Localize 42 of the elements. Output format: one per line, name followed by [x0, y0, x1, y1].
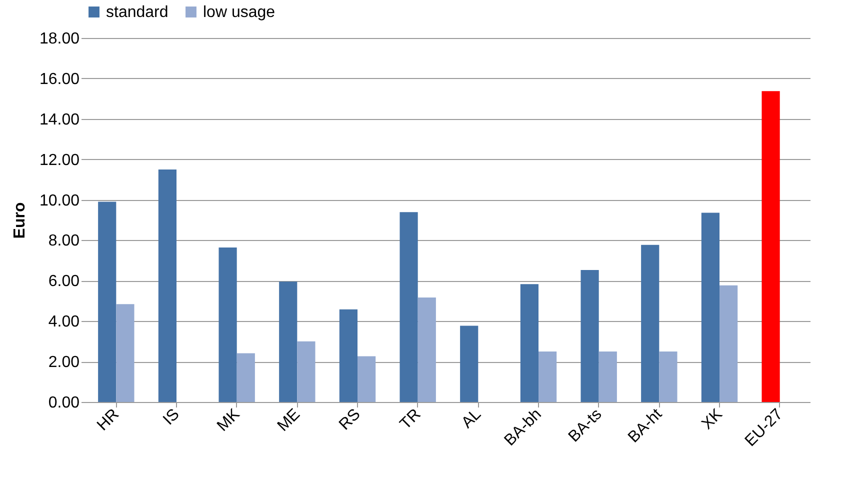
x-tick-label: HR: [94, 406, 123, 434]
bar: [358, 356, 376, 402]
legend-label: low usage: [203, 4, 276, 21]
legend-label: standard: [106, 4, 168, 21]
bar: [236, 353, 255, 402]
bar: [701, 212, 720, 402]
bar: [218, 248, 237, 402]
x-tick-label: IS: [160, 406, 183, 429]
bar: [520, 284, 538, 402]
bar: [400, 212, 418, 402]
bar: [418, 297, 436, 402]
bar: [460, 326, 478, 402]
y-tick-label: 4.00: [48, 314, 80, 331]
y-tick-label: 14.00: [39, 111, 80, 128]
y-tick-label: 16.00: [39, 70, 80, 88]
bar: [641, 244, 660, 402]
x-tick-label: XK: [698, 406, 726, 433]
bar: [339, 309, 358, 402]
y-axis-title: Euro: [11, 202, 28, 239]
y-tick-label: 10.00: [39, 192, 80, 210]
bar: [762, 91, 780, 402]
y-tick-label: 18.00: [39, 30, 80, 48]
y-tick-label: 6.00: [48, 273, 80, 290]
x-tick-label: AL: [458, 406, 485, 432]
y-tick-label: 0.00: [48, 394, 80, 412]
bar: [659, 351, 678, 402]
bar: [116, 304, 134, 402]
x-tick-label: ME: [274, 406, 304, 435]
x-tick-label: RS: [336, 406, 364, 434]
y-tick-label: 12.00: [39, 152, 80, 169]
x-tick-label: TR: [397, 406, 424, 433]
x-tick-label: MK: [214, 406, 244, 435]
y-tick-label: 2.00: [48, 354, 80, 372]
bar: [538, 351, 557, 402]
bar: [720, 285, 738, 402]
bar: [98, 202, 116, 402]
bar: [279, 282, 298, 402]
bar: [598, 351, 617, 402]
bar: [580, 270, 599, 402]
bar: [158, 169, 176, 402]
bar: [297, 341, 316, 402]
y-tick-label: 8.00: [48, 232, 80, 250]
